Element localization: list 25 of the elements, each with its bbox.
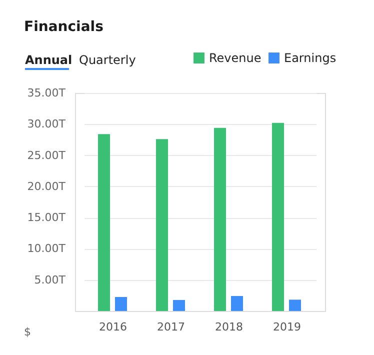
y-tick-label: 5.00T xyxy=(34,273,66,286)
x-tick-label: 2019 xyxy=(273,320,301,334)
bar xyxy=(156,139,168,311)
bar xyxy=(272,122,284,311)
chart-title: Financials xyxy=(24,19,104,35)
bar xyxy=(115,296,127,311)
y-tick-label: 15.00T xyxy=(27,211,66,224)
y-tick-label: 25.00T xyxy=(27,148,66,162)
y-tick-label: 20.00T xyxy=(27,180,66,193)
y-tick-label: 35.00T xyxy=(27,86,66,100)
bar xyxy=(289,300,301,311)
bar xyxy=(231,296,243,311)
y-tick-label: 10.00T xyxy=(27,242,66,256)
x-tick-label: 2017 xyxy=(157,320,185,334)
x-tick-label: 2018 xyxy=(215,320,243,334)
text: Annual xyxy=(25,53,72,67)
bar xyxy=(173,300,185,311)
bar xyxy=(98,134,110,311)
legend-label: Revenue xyxy=(209,51,262,65)
y-axis-title: $ xyxy=(24,326,31,338)
bar xyxy=(214,128,226,311)
legend-label: Earnings xyxy=(284,51,336,65)
text: Quarterly xyxy=(79,53,136,67)
y-tick-label: 30.00T xyxy=(27,118,66,131)
x-tick-label: 2016 xyxy=(99,320,127,334)
